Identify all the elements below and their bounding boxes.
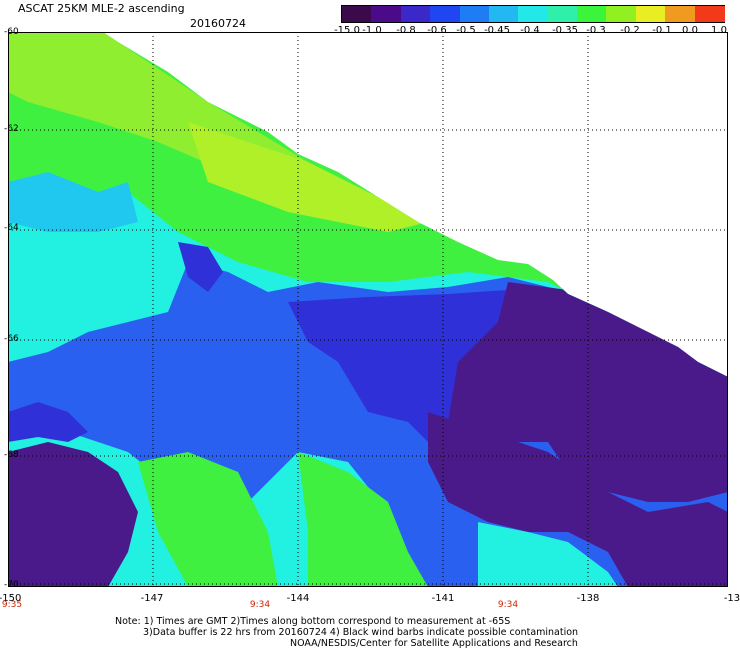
color-scale-tick-label: 0.0 <box>682 25 698 36</box>
longitude-label: -141 <box>431 593 455 604</box>
longitude-label: -144 <box>286 593 310 604</box>
color-scale-tick-label: -0.4 <box>520 25 540 36</box>
map-panel <box>8 32 728 587</box>
longitude-label: -13 <box>723 593 740 604</box>
color-scale-segment <box>488 6 520 22</box>
latitude-label: -70 <box>4 580 19 590</box>
field-green-south-2 <box>298 452 428 587</box>
color-scale-segment <box>665 6 696 22</box>
field-blue-spot <box>178 242 223 292</box>
field-low-sw <box>8 402 88 442</box>
latitude-label: -66 <box>4 334 19 344</box>
color-scale-segment <box>371 6 402 22</box>
latitude-label: -60 <box>4 27 19 37</box>
color-scale-tick-label: -0.8 <box>396 25 416 36</box>
color-scale-segment <box>430 6 461 22</box>
latitude-label: -64 <box>4 223 19 233</box>
color-scale-segment <box>547 6 579 22</box>
color-scale-tick-label: -0.35 <box>552 25 578 36</box>
color-scale-segment <box>606 6 637 22</box>
color-scale-tick-label: 1.0 <box>711 25 727 36</box>
field-green-south <box>138 452 278 587</box>
map-title: ASCAT 25KM MLE-2 ascending <box>18 2 185 15</box>
color-scale-tick-label: -0.3 <box>586 25 606 36</box>
field-cyan-se <box>478 522 618 587</box>
color-scale-tick-label: -1.0 <box>362 25 382 36</box>
longitude-label: -150 <box>0 593 22 604</box>
longitude-label: -147 <box>140 593 164 604</box>
field-very-low-south <box>428 412 728 587</box>
color-scale-segment <box>400 6 432 22</box>
color-scale-tick-label: -0.6 <box>427 25 447 36</box>
footer-note-1: Note: 1) Times are GMT 2)Times along bot… <box>115 616 511 627</box>
color-scale-bar <box>341 5 725 23</box>
color-scale-tick-label: -0.45 <box>484 25 510 36</box>
latitude-label: -62 <box>4 124 19 134</box>
color-scale-segment <box>342 6 373 22</box>
longitude-label: -138 <box>576 593 600 604</box>
color-scale-tick-label: -0.1 <box>652 25 672 36</box>
color-scale-segment <box>577 6 608 22</box>
latitude-label: -68 <box>4 450 19 460</box>
footer-note-2: 3)Data buffer is 22 hrs from 20160724 4)… <box>143 627 579 638</box>
field-very-low-sw <box>8 442 138 587</box>
map-frame <box>8 32 728 587</box>
field-cyan-nw <box>8 172 138 232</box>
color-scale-segment <box>518 6 549 22</box>
swath-field <box>8 32 728 587</box>
map-svg <box>8 32 728 587</box>
pass-time-label: 9:34 <box>497 600 519 610</box>
footer-credit: NOAA/NESDIS/Center for Satellite Applica… <box>290 638 578 649</box>
map-date: 20160724 <box>190 17 246 30</box>
color-scale-tick-label: -0.5 <box>456 25 476 36</box>
color-scale-segment <box>459 6 490 22</box>
color-scale-tick-label: -15.0 <box>334 25 360 36</box>
pass-time-label: 9:34 <box>249 600 271 610</box>
field-peak-band <box>188 122 428 232</box>
color-scale-tick-label: -0.2 <box>620 25 640 36</box>
pass-time-label: 9:35 <box>1 600 23 610</box>
color-scale-segment <box>635 6 667 22</box>
color-scale-segment <box>694 6 725 22</box>
